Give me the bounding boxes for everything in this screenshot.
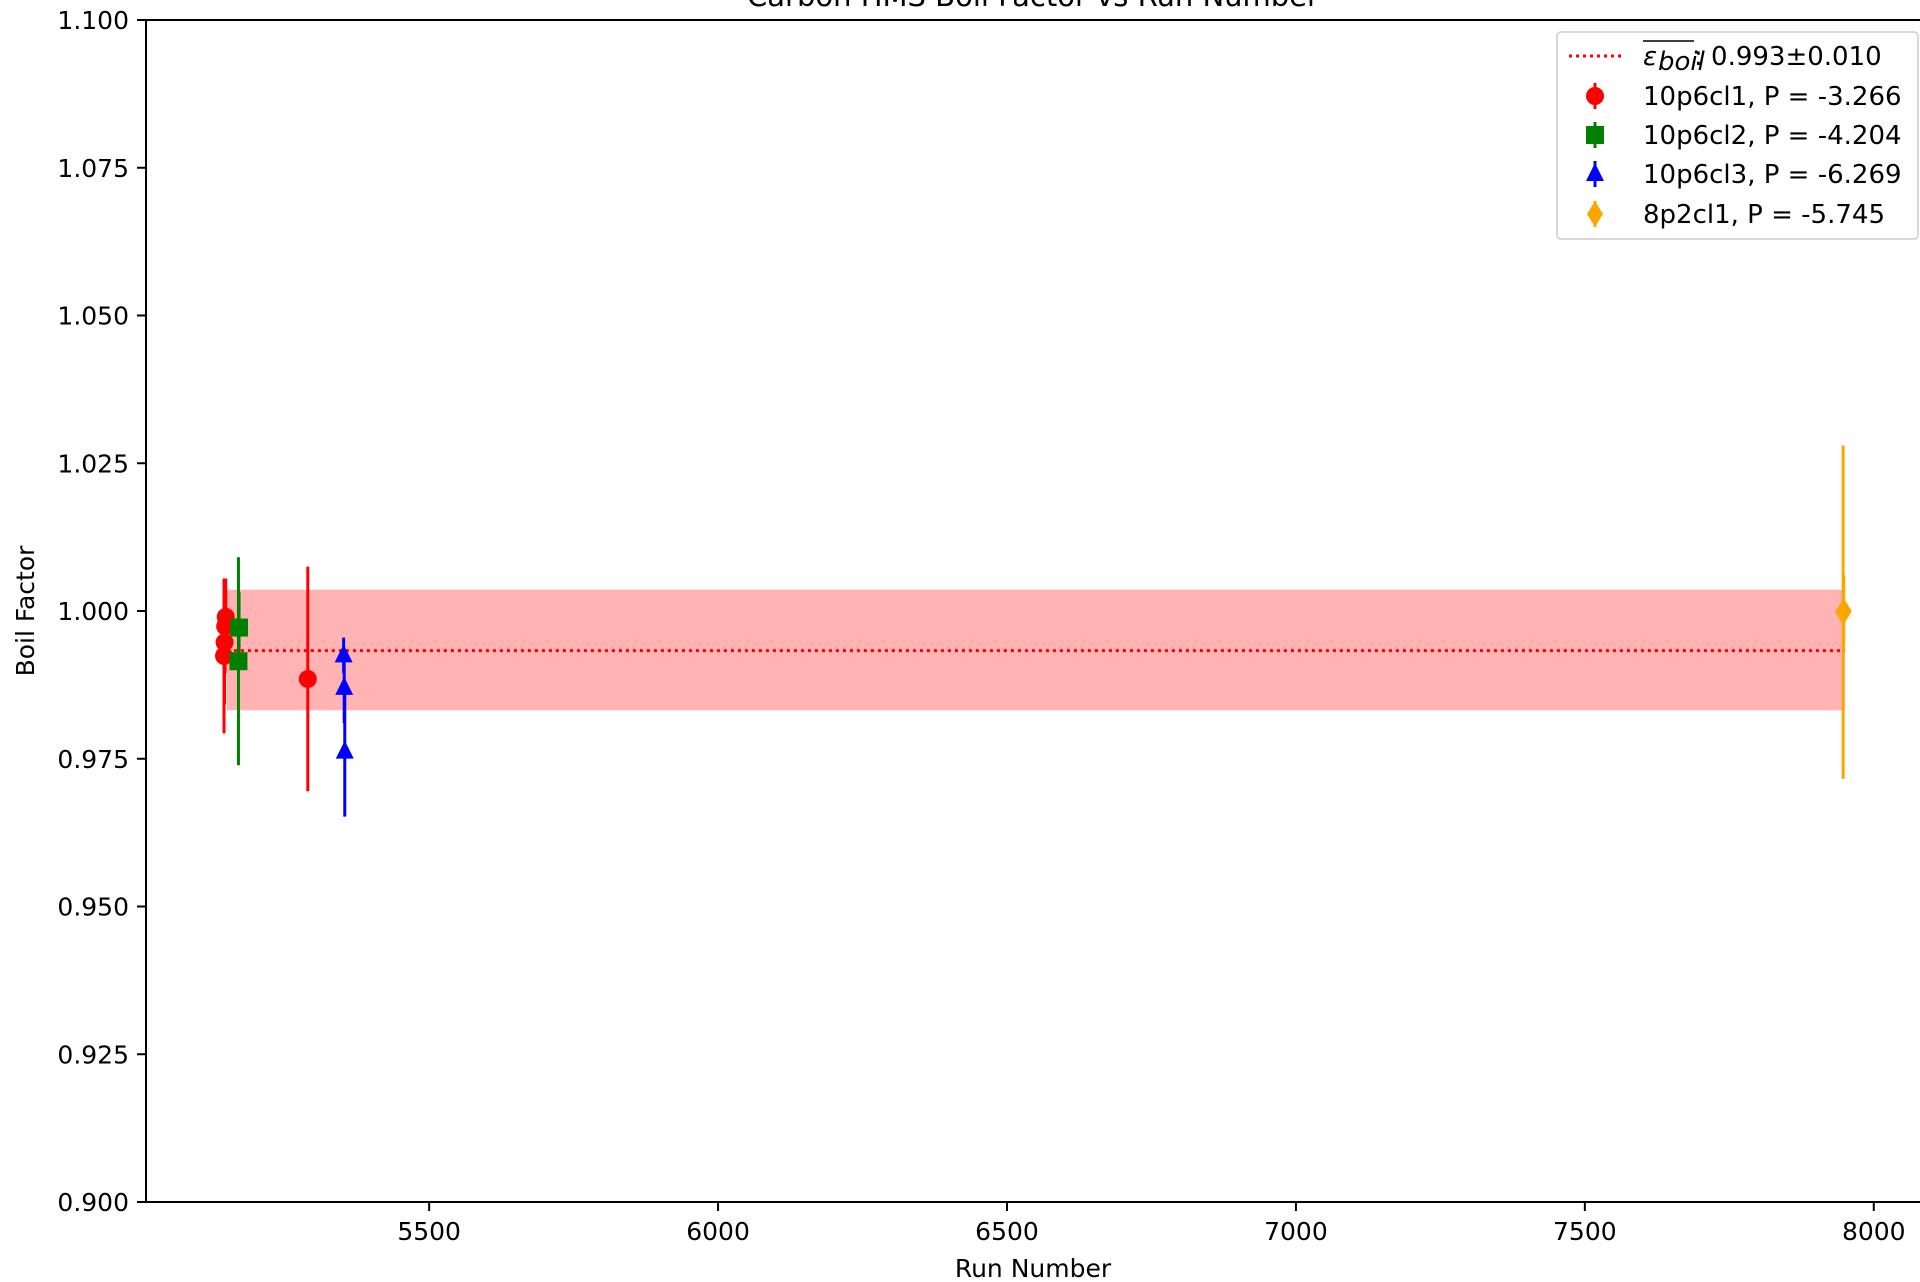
data-point-s0-p4	[298, 669, 317, 688]
x-tick-label-1: 6000	[686, 1217, 750, 1246]
y-tick-label-5: 1.025	[57, 449, 129, 478]
legend-label-2: 10p6cl3, P = -6.269	[1643, 160, 1902, 190]
y-tick-label-3: 0.975	[57, 745, 129, 774]
y-tick-label-8: 1.100	[57, 6, 129, 35]
y-tick-label-7: 1.075	[57, 154, 129, 183]
legend-marker-3	[1587, 201, 1603, 227]
x-tick-label-4: 7500	[1553, 1217, 1617, 1246]
data-point-s3-p1	[1835, 598, 1852, 624]
x-tick-label-5: 8000	[1842, 1217, 1906, 1246]
data-point-s2-p1	[335, 676, 354, 695]
legend-mean-label: : 0.993±0.010	[1694, 42, 1882, 72]
x-tick-label-2: 6500	[975, 1217, 1039, 1246]
legend: ε boil: 0.993±0.010 10p6cl1, P = -3.266 10p…	[1556, 31, 1919, 240]
legend-marker-1	[1586, 126, 1604, 144]
legend-marker-2	[1586, 163, 1604, 181]
legend-mean-symbol: ε	[1643, 42, 1657, 72]
y-tick-label-1: 0.925	[57, 1040, 129, 1069]
y-tick-label-6: 1.050	[57, 302, 129, 331]
legend-label-0: 10p6cl1, P = -3.266	[1643, 82, 1902, 112]
y-tick-label-0: 0.900	[57, 1188, 129, 1217]
y-tick-label-4: 1.000	[57, 597, 129, 626]
x-axis-title: Run Number	[955, 1254, 1112, 1282]
legend-box	[1556, 31, 1919, 240]
legend-label-1: 10p6cl2, P = -4.204	[1643, 121, 1902, 151]
legend-mean-subscript: boil	[1658, 47, 1706, 77]
legend-marker-0	[1586, 87, 1604, 105]
y-tick-label-2: 0.950	[57, 893, 129, 922]
legend-label-3: 8p2cl1, P = -5.745	[1643, 200, 1885, 230]
data-point-s2-p2	[335, 740, 354, 759]
y-axis-title: Boil Factor	[11, 545, 40, 677]
mean-band-layer	[226, 589, 1845, 711]
data-points-layer	[215, 445, 1852, 817]
x-tick-label-0: 5500	[397, 1217, 461, 1246]
axes-layer: 5500 6000 6500 7000 7500 8000 0.900 0.925 0.950 0…	[57, 6, 1920, 1246]
data-point-s1-p1	[230, 618, 249, 637]
x-tick-label-3: 7000	[1264, 1217, 1328, 1246]
mean-uncertainty-band	[226, 589, 1845, 711]
chart-title: Carbon HMS Boil Factor vs Run Number	[747, 0, 1319, 13]
